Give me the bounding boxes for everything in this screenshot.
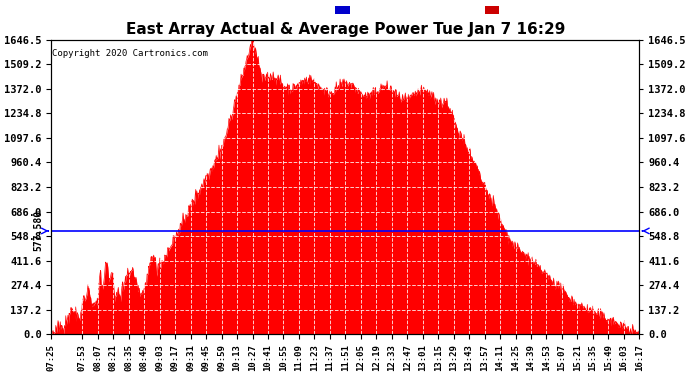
Text: Copyright 2020 Cartronics.com: Copyright 2020 Cartronics.com [52, 49, 208, 58]
Text: 577.580: 577.580 [34, 210, 43, 252]
Legend: Average  (DC Watts), East Array  (DC Watts): Average (DC Watts), East Array (DC Watts… [333, 3, 634, 17]
Title: East Array Actual & Average Power Tue Jan 7 16:29: East Array Actual & Average Power Tue Ja… [126, 22, 565, 37]
